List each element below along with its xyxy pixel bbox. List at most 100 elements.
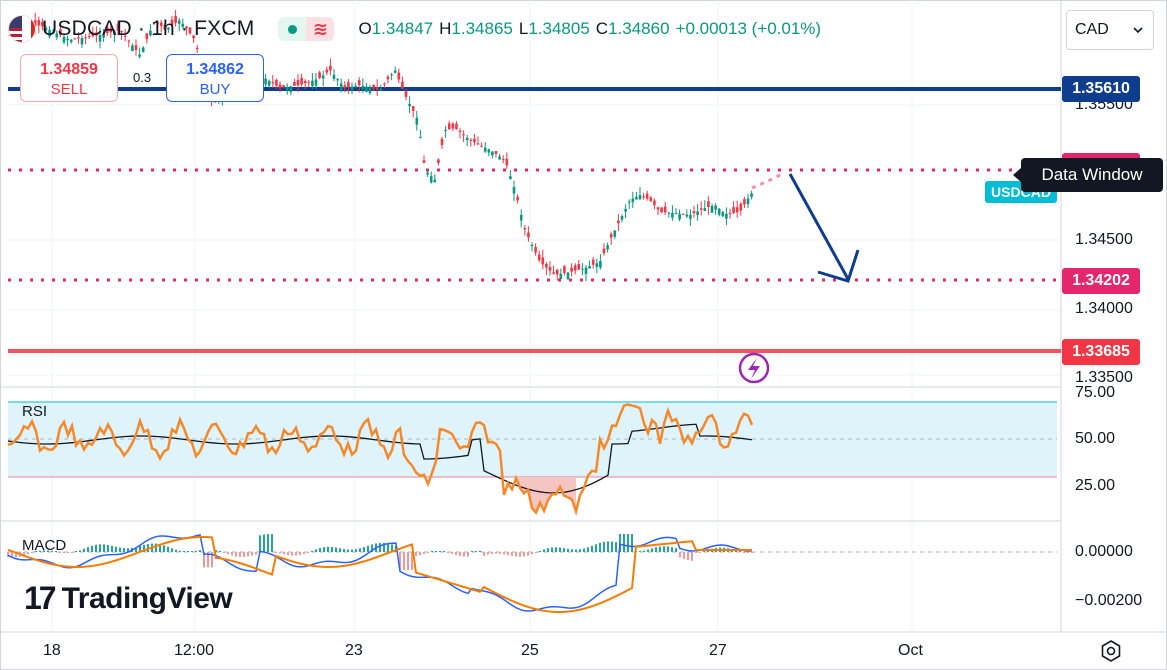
candle bbox=[404, 88, 408, 101]
candle bbox=[566, 272, 570, 280]
candle bbox=[541, 249, 545, 270]
candle bbox=[631, 191, 635, 209]
candle bbox=[177, 17, 181, 32]
candle bbox=[627, 199, 631, 209]
macd-bar bbox=[251, 552, 253, 556]
logo-mark: 17 bbox=[24, 580, 57, 616]
macd-bar bbox=[287, 552, 289, 556]
candle bbox=[167, 27, 170, 33]
candle bbox=[390, 72, 393, 81]
candle bbox=[325, 66, 329, 76]
macd-bar bbox=[543, 549, 545, 552]
candle bbox=[710, 203, 714, 214]
candle bbox=[699, 201, 703, 216]
macd-bar bbox=[499, 552, 501, 554]
rsi-line[interactable] bbox=[7, 403, 754, 516]
macd-bar bbox=[311, 550, 313, 552]
candle bbox=[462, 130, 465, 143]
candle bbox=[437, 158, 440, 166]
candlestick-series[interactable] bbox=[8, 10, 753, 281]
macd-bar bbox=[435, 551, 437, 552]
candle bbox=[350, 82, 354, 95]
macd-bar bbox=[107, 544, 109, 552]
candle bbox=[595, 258, 599, 274]
symbol-title[interactable]: USDCAD · 1h · FXCM bbox=[42, 17, 255, 40]
macd-tick: 0.00000 bbox=[1075, 543, 1133, 560]
macd-bar bbox=[431, 551, 433, 552]
macd-bar bbox=[467, 552, 469, 557]
macd-bar bbox=[323, 547, 325, 552]
macd-bar bbox=[15, 552, 17, 558]
macd-bar bbox=[83, 548, 85, 552]
candle bbox=[289, 85, 293, 96]
candle bbox=[368, 84, 372, 95]
candle bbox=[667, 211, 671, 218]
candle bbox=[548, 261, 552, 276]
rsi-pane-label[interactable]: RSI bbox=[22, 403, 48, 420]
support-target-tag[interactable]: 1.34202 bbox=[1062, 268, 1140, 294]
candle bbox=[80, 35, 84, 48]
macd-bar bbox=[383, 542, 385, 552]
candle bbox=[685, 209, 689, 219]
candle bbox=[638, 187, 642, 200]
candle bbox=[375, 79, 379, 96]
candle bbox=[109, 25, 113, 38]
candle bbox=[138, 47, 141, 59]
macd-bar bbox=[347, 549, 349, 552]
candle bbox=[429, 171, 433, 184]
symbol-header: USDCAD · 1h · FXCM ≋ O1.34847 H1.34865 L… bbox=[8, 14, 821, 44]
macd-bar bbox=[651, 548, 653, 552]
candle bbox=[584, 265, 588, 281]
macd-bar bbox=[451, 552, 453, 554]
macd-bar bbox=[447, 552, 449, 553]
macd-bar bbox=[619, 534, 621, 552]
down-arrow[interactable] bbox=[788, 173, 860, 283]
candle bbox=[563, 264, 566, 276]
macd-pane-label[interactable]: MACD bbox=[22, 537, 67, 554]
macd-bar bbox=[35, 551, 37, 552]
macd-bar bbox=[631, 534, 633, 552]
macd-bar bbox=[259, 535, 261, 552]
macd-bar bbox=[675, 548, 677, 552]
candle bbox=[66, 35, 69, 47]
macd-bar bbox=[699, 552, 701, 553]
candle bbox=[602, 243, 606, 256]
macd-bar bbox=[187, 551, 189, 552]
candle bbox=[41, 18, 44, 31]
candle bbox=[491, 151, 494, 159]
macd-bar bbox=[475, 551, 477, 552]
candle bbox=[552, 265, 555, 275]
candle bbox=[476, 136, 480, 145]
macd-bar bbox=[367, 545, 369, 552]
macd-bar bbox=[459, 552, 461, 557]
macd-bar bbox=[527, 552, 529, 556]
sell-button[interactable]: 1.34859 SELL bbox=[20, 54, 118, 102]
macd-tick: −0.00200 bbox=[1075, 592, 1143, 609]
macd-bar bbox=[179, 550, 181, 552]
status-pill[interactable]: ≋ bbox=[278, 17, 335, 41]
lightning-icon[interactable] bbox=[738, 352, 770, 384]
candle bbox=[660, 207, 663, 214]
macd-signal-line[interactable] bbox=[7, 536, 752, 613]
settings-icon[interactable] bbox=[1100, 640, 1122, 662]
macd-bar bbox=[507, 552, 509, 556]
currency-select[interactable]: CAD bbox=[1066, 10, 1154, 50]
candle bbox=[123, 28, 127, 42]
macd-bar bbox=[659, 546, 661, 552]
buy-label: BUY bbox=[199, 81, 231, 98]
macd-bar bbox=[75, 551, 77, 552]
candle bbox=[537, 250, 541, 263]
macd-line[interactable] bbox=[7, 534, 753, 612]
candle bbox=[728, 208, 732, 219]
buy-button[interactable]: 1.34862 BUY bbox=[166, 54, 264, 102]
macd-bar bbox=[359, 548, 361, 552]
candle bbox=[91, 26, 95, 38]
macd-bar bbox=[227, 552, 229, 555]
resistance-price-tag[interactable]: 1.35610 bbox=[1062, 76, 1140, 102]
macd-bar bbox=[39, 550, 41, 552]
tradingview-logo[interactable]: 17 TradingView bbox=[24, 580, 233, 617]
candle bbox=[469, 137, 473, 147]
support-low-tag[interactable]: 1.33685 bbox=[1062, 339, 1140, 365]
macd-bar bbox=[575, 549, 577, 552]
